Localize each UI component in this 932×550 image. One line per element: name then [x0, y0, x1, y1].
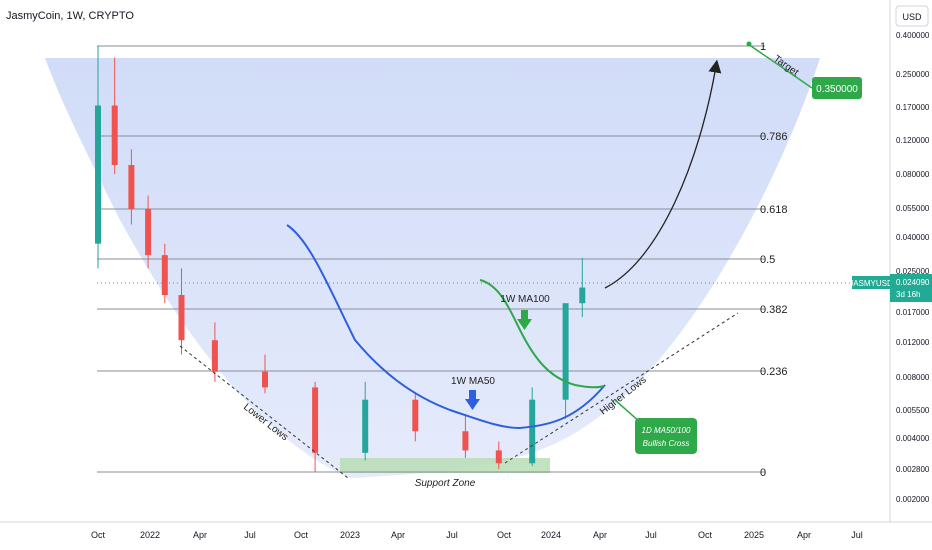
fib-label-0236: 0.236: [760, 366, 788, 378]
ma50-line: [286, 224, 606, 430]
price-tick: 0.004000: [896, 434, 930, 443]
time-tick: Apr: [391, 530, 405, 540]
fib-levels: 1 0.786 0.618 0.5 0.382 0.236 0: [97, 41, 788, 479]
fib-label-0382: 0.382: [760, 304, 788, 316]
cross-callout-pointer: [614, 399, 641, 423]
cross-callout-box: [635, 418, 697, 454]
target-price-text: 0.350000: [816, 84, 858, 95]
currency-selector[interactable]: [895, 5, 929, 27]
fib-label-1: 1: [760, 41, 766, 53]
candle-body: [161, 255, 168, 296]
time-tick: Jul: [645, 530, 657, 540]
time-ticks: Oct 2022 Apr Jul Oct 2023 Apr Jul Oct 20…: [91, 530, 863, 540]
price-tick: 0.012000: [896, 338, 930, 347]
symbol-tag-text: JASMYUSD: [849, 279, 893, 288]
projection-arrow: [604, 59, 722, 289]
candle-body: [529, 399, 536, 464]
time-tick: Oct: [91, 530, 106, 540]
cross-callout-line1: 1D MA50/100: [642, 426, 691, 435]
target-line: [747, 43, 813, 89]
candle-body: [145, 208, 152, 256]
candle-body: [111, 105, 118, 166]
time-tick: Oct: [698, 530, 713, 540]
candlestick-series: [95, 46, 586, 472]
symbol-tag: [852, 276, 890, 289]
time-tick: 2022: [140, 530, 160, 540]
current-price-tag: [890, 274, 932, 302]
time-tick: Apr: [193, 530, 207, 540]
price-tick: 0.002800: [896, 465, 930, 474]
price-tick: 0.005500: [896, 406, 930, 415]
price-tick: 0.055000: [896, 204, 930, 213]
target-price-box: [812, 77, 862, 99]
time-tick: Jul: [244, 530, 256, 540]
candle-body: [128, 165, 135, 209]
candle-body: [312, 387, 319, 453]
time-tick: Apr: [593, 530, 607, 540]
time-tick: Oct: [294, 530, 309, 540]
candle-body: [562, 303, 569, 400]
candle-body: [462, 431, 469, 451]
price-tick: 0.040000: [896, 233, 930, 242]
candle-body: [262, 371, 268, 388]
cross-callout-line2: Bullish Cross: [643, 439, 690, 448]
ma100-line: [479, 279, 605, 389]
chart-title: JasmyCoin, 1W, CRYPTO: [6, 10, 134, 22]
candle-body: [412, 399, 419, 432]
price-tick: 0.080000: [896, 170, 930, 179]
time-tick: 2025: [744, 530, 764, 540]
countdown-text: 3d 16h: [896, 290, 920, 299]
fib-label-0: 0: [760, 467, 766, 479]
candle-body: [211, 340, 218, 372]
price-tick: 0.025000: [896, 267, 930, 276]
current-price-text: 0.024090: [896, 278, 930, 287]
ma100-arrow: [517, 310, 532, 330]
ma100-label: 1W MA100: [500, 294, 550, 305]
price-tick: 0.002000: [896, 495, 930, 504]
ma50-arrow: [465, 390, 480, 410]
support-zone-label: Support Zone: [415, 478, 476, 489]
candle-body: [495, 450, 502, 464]
time-tick: 2023: [340, 530, 360, 540]
price-ticks: 0.400000 0.250000 0.170000 0.120000 0.08…: [896, 31, 930, 504]
time-tick: Apr: [797, 530, 811, 540]
candle-body: [362, 399, 369, 453]
price-tick: 0.400000: [896, 31, 930, 40]
time-tick: Jul: [446, 530, 458, 540]
price-tick: 0.017000: [896, 308, 930, 317]
ma50-label: 1W MA50: [451, 376, 495, 387]
time-tick: Jul: [851, 530, 863, 540]
target-point: [746, 41, 752, 47]
fib-label-0786: 0.786: [760, 131, 788, 143]
candle-body: [178, 295, 185, 341]
price-tick: 0.008000: [896, 373, 930, 382]
fib-label-0618: 0.618: [760, 204, 788, 216]
time-tick: 2024: [541, 530, 561, 540]
candle-body: [95, 105, 101, 244]
candle-body: [579, 287, 586, 304]
currency-label: USD: [902, 12, 922, 22]
fib-label-05: 0.5: [760, 254, 775, 266]
cup-pattern-area: [45, 58, 820, 478]
price-tick: 0.120000: [896, 136, 930, 145]
higher-lows-trendline: [504, 312, 739, 464]
price-tick: 0.250000: [896, 70, 930, 79]
support-zone: [340, 458, 550, 473]
price-axis[interactable]: [890, 0, 932, 522]
price-tick: 0.170000: [896, 103, 930, 112]
time-tick: Oct: [497, 530, 512, 540]
